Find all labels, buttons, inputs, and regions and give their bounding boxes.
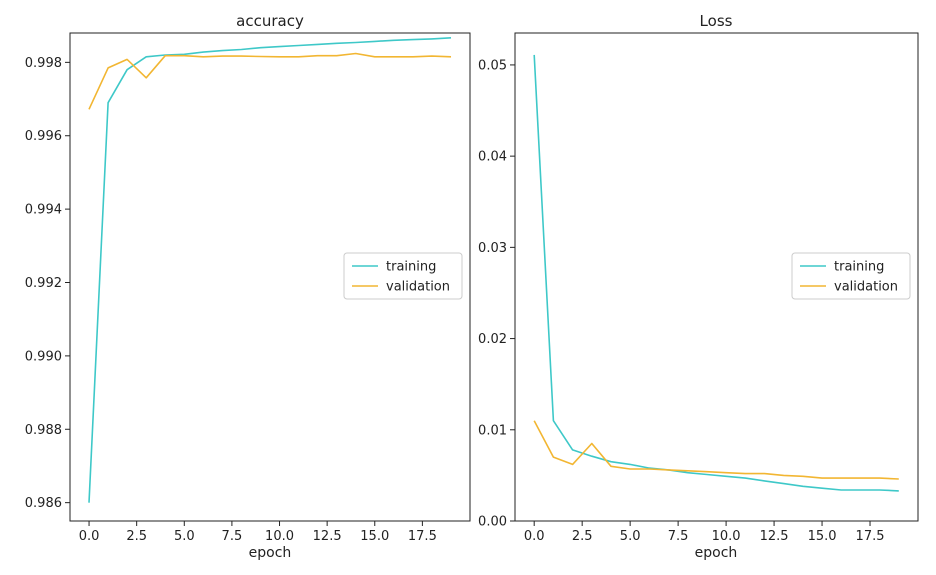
accuracy-series-validation-line — [88, 52, 452, 110]
accuracy-x-tick-label: 17.5 — [408, 529, 437, 544]
accuracy-x-tick-label: 10.0 — [265, 529, 294, 544]
loss-x-tick-label: 10.0 — [712, 529, 741, 544]
loss-panel: Loss epoch 0.0 2.5 5.0 7.5 10.0 12.5 15.0 17.5 0… — [478, 12, 919, 561]
loss-x-tick-label: 0.0 — [524, 529, 545, 544]
loss-x-axis-title: epoch — [695, 545, 738, 561]
loss-x-tick-label: 5.0 — [620, 529, 641, 544]
accuracy-y-tick-label: 0.998 — [25, 56, 62, 71]
accuracy-y-tick-label: 0.988 — [25, 423, 62, 438]
loss-y-tick-label: 0.00 — [478, 515, 507, 530]
loss-y-tick-label: 0.02 — [478, 332, 507, 347]
accuracy-legend-label-training: training — [386, 260, 436, 275]
loss-series-validation-line — [533, 420, 899, 480]
loss-legend: training validation — [791, 252, 911, 300]
accuracy-x-tick-label: 15.0 — [360, 529, 389, 544]
loss-plot-frame — [514, 32, 919, 522]
loss-x-tick-label: 17.5 — [856, 529, 885, 544]
accuracy-panel: accuracy epoch 0.0 2.5 5.0 7.5 10.0 12.5 15.0 1… — [25, 12, 471, 561]
accuracy-y-tick-label: 0.994 — [25, 203, 62, 218]
loss-x-tick-label: 2.5 — [572, 529, 593, 544]
accuracy-x-tick-label: 12.5 — [313, 529, 342, 544]
loss-y-tick-label: 0.03 — [478, 241, 507, 256]
accuracy-y-tick-label: 0.990 — [25, 349, 62, 364]
accuracy-plot-frame — [69, 32, 471, 522]
loss-y-tick-label: 0.01 — [478, 423, 507, 438]
loss-y-tick-label: 0.05 — [478, 58, 507, 73]
accuracy-y-tick-label: 0.992 — [25, 276, 62, 291]
loss-legend-label-training: training — [834, 260, 884, 275]
loss-chart-title: Loss — [700, 12, 733, 30]
accuracy-x-tick-label: 2.5 — [126, 529, 147, 544]
loss-series-training-line — [533, 54, 899, 492]
accuracy-legend: training validation — [343, 252, 463, 300]
loss-legend-box — [791, 252, 911, 300]
loss-legend-label-validation: validation — [834, 280, 898, 295]
accuracy-x-tick-label: 7.5 — [222, 529, 243, 544]
accuracy-x-axis-title: epoch — [249, 545, 292, 561]
accuracy-series-training-line — [88, 37, 452, 503]
loss-x-tick-label: 7.5 — [668, 529, 689, 544]
accuracy-chart-title: accuracy — [236, 12, 304, 30]
accuracy-x-tick-label: 0.0 — [79, 529, 100, 544]
loss-x-tick-label: 12.5 — [760, 529, 789, 544]
accuracy-y-tick-label: 0.996 — [25, 129, 62, 144]
accuracy-legend-box — [343, 252, 463, 300]
loss-y-tick-label: 0.04 — [478, 150, 507, 165]
accuracy-y-tick-label: 0.986 — [25, 496, 62, 511]
accuracy-legend-label-validation: validation — [386, 280, 450, 295]
loss-x-tick-label: 15.0 — [808, 529, 837, 544]
accuracy-x-tick-label: 5.0 — [174, 529, 195, 544]
